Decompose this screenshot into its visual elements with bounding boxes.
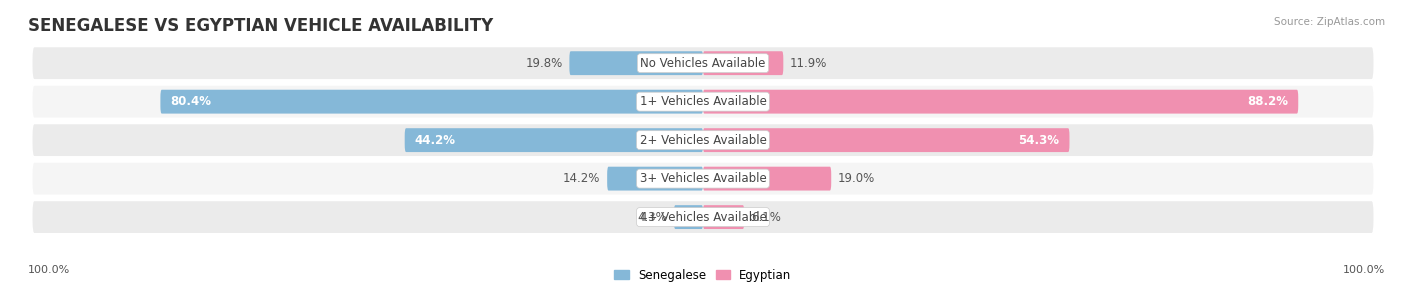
Text: 100.0%: 100.0% (1343, 265, 1385, 275)
Text: 4.3%: 4.3% (637, 210, 668, 224)
FancyBboxPatch shape (405, 128, 703, 152)
Text: 4+ Vehicles Available: 4+ Vehicles Available (640, 210, 766, 224)
Text: 14.2%: 14.2% (562, 172, 600, 185)
Text: 1+ Vehicles Available: 1+ Vehicles Available (640, 95, 766, 108)
FancyBboxPatch shape (703, 51, 783, 75)
Text: 19.8%: 19.8% (526, 57, 562, 70)
FancyBboxPatch shape (31, 162, 1375, 196)
FancyBboxPatch shape (703, 167, 831, 190)
Text: Source: ZipAtlas.com: Source: ZipAtlas.com (1274, 17, 1385, 27)
FancyBboxPatch shape (31, 46, 1375, 80)
FancyBboxPatch shape (703, 128, 1070, 152)
Text: 3+ Vehicles Available: 3+ Vehicles Available (640, 172, 766, 185)
Text: 6.1%: 6.1% (751, 210, 780, 224)
Text: SENEGALESE VS EGYPTIAN VEHICLE AVAILABILITY: SENEGALESE VS EGYPTIAN VEHICLE AVAILABIL… (28, 17, 494, 35)
FancyBboxPatch shape (31, 200, 1375, 234)
Text: 88.2%: 88.2% (1247, 95, 1288, 108)
FancyBboxPatch shape (160, 90, 703, 114)
FancyBboxPatch shape (31, 123, 1375, 157)
Text: 100.0%: 100.0% (28, 265, 70, 275)
Text: 54.3%: 54.3% (1018, 134, 1059, 147)
Text: 80.4%: 80.4% (170, 95, 211, 108)
Text: 19.0%: 19.0% (838, 172, 875, 185)
FancyBboxPatch shape (703, 205, 744, 229)
FancyBboxPatch shape (31, 85, 1375, 119)
Text: No Vehicles Available: No Vehicles Available (640, 57, 766, 70)
FancyBboxPatch shape (673, 205, 703, 229)
FancyBboxPatch shape (569, 51, 703, 75)
Text: 2+ Vehicles Available: 2+ Vehicles Available (640, 134, 766, 147)
Text: 44.2%: 44.2% (415, 134, 456, 147)
FancyBboxPatch shape (703, 90, 1298, 114)
Text: 11.9%: 11.9% (790, 57, 828, 70)
FancyBboxPatch shape (607, 167, 703, 190)
Legend: Senegalese, Egyptian: Senegalese, Egyptian (610, 264, 796, 286)
